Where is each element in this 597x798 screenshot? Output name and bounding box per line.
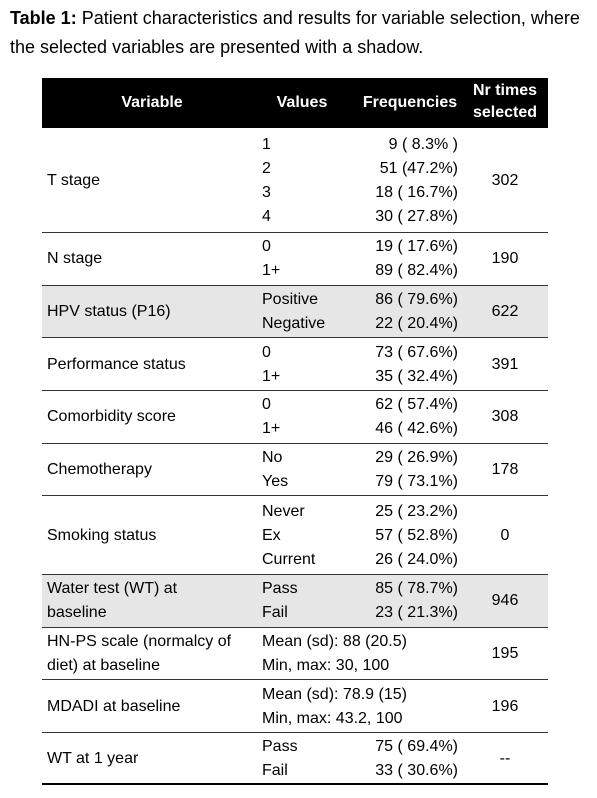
- value-cell: 1+: [262, 262, 281, 280]
- selected-cell: 195: [491, 644, 519, 662]
- value-cell: Negative: [262, 315, 326, 333]
- value-cell: Current: [262, 550, 316, 568]
- frequency-cell: 19 ( 17.6%): [375, 238, 458, 256]
- table-row: Performance status 0 1+ 73 ( 67.6%) 35 ( 32.…: [42, 338, 548, 391]
- value-cell: 3: [262, 183, 271, 201]
- value-cell: Yes: [262, 472, 289, 490]
- value-cell: Min, max: 30, 100: [262, 656, 390, 674]
- frequency-cell: 73 ( 67.6%): [375, 343, 458, 361]
- table-row: T stage 1 2 3 4 9 ( 8.3% ) 51 (47.2%) 18 ( 16.7…: [42, 128, 548, 234]
- value-cell: Ex: [262, 526, 281, 544]
- frequency-cell: 51 (47.2%): [379, 159, 458, 177]
- variable-cell: MDADI at baseline: [47, 697, 181, 715]
- table-row: Comorbidity score 0 1+ 62 ( 57.4%) 46 ( 42.6…: [42, 391, 548, 444]
- variable-cell: Performance status: [47, 355, 186, 373]
- table: Variable Values Frequencies Nr times sel…: [42, 78, 548, 792]
- header-cell: Nr times selected: [472, 82, 538, 121]
- value-cell: 1+: [262, 367, 281, 385]
- frequency-cell: 22 ( 20.4%): [375, 315, 458, 333]
- value-cell: No: [262, 448, 283, 466]
- value-cell: 2: [262, 159, 271, 177]
- frequency-cell: 30 ( 27.8%): [375, 207, 458, 225]
- frequency-cell: 86 ( 79.6%): [375, 291, 458, 309]
- variable-cell: Water test (WT) at: [47, 580, 178, 598]
- header-cell: Frequencies: [362, 94, 458, 111]
- selected-cell: 391: [491, 355, 519, 373]
- frequency-cell: 18 ( 16.7%): [375, 183, 458, 201]
- selected-cell: 302: [491, 171, 519, 189]
- table-row: MDADI at baseline Mean (sd): 78.9 (15) Min…: [42, 680, 548, 733]
- variable-cell: N stage: [47, 250, 103, 268]
- value-cell: Fail: [262, 762, 288, 780]
- table-row: Water test (WT) at baseline Pass Fail 85 ( 7…: [42, 575, 548, 628]
- value-cell: Mean (sd): 88 (20.5): [262, 632, 407, 650]
- header-cell: Variable: [121, 94, 183, 111]
- frequency-cell: 57 ( 52.8%): [375, 526, 458, 544]
- variable-cell: HPV status (P16): [47, 303, 171, 321]
- value-cell: Mean (sd): 78.9 (15): [262, 685, 407, 703]
- table-header: Variable Values Frequencies Nr times sel…: [42, 78, 548, 128]
- selected-cell: 178: [491, 460, 519, 478]
- header-cell: Values: [276, 94, 328, 111]
- variable-cell: HN-PS scale (normalcy of: [47, 632, 232, 650]
- value-cell: 0: [262, 343, 271, 361]
- selected-cell: 622: [491, 303, 519, 321]
- selected-cell: 308: [491, 408, 519, 426]
- selected-cell: 190: [491, 250, 519, 268]
- value-cell: Fail: [262, 604, 288, 622]
- selected-cell: --: [499, 750, 511, 768]
- frequency-cell: 9 ( 8.3% ): [388, 135, 458, 153]
- table-row: HN-PS scale (normalcy of diet) at baselin…: [42, 628, 548, 681]
- frequency-cell: 29 ( 26.9%): [375, 448, 458, 466]
- frequency-cell: 75 ( 69.4%): [375, 738, 458, 756]
- frequency-cell: 79 ( 73.1%): [375, 472, 458, 490]
- value-cell: 1: [262, 135, 271, 153]
- frequency-cell: 85 ( 78.7%): [375, 580, 458, 598]
- table-row: Smoking status Never Ex Current 25 ( 23.2%) 5…: [42, 496, 548, 576]
- variable-cell: Chemotherapy: [47, 460, 152, 478]
- table-row: Chemotherapy No Yes 29 ( 26.9%) 79 ( 73.1%) 1…: [42, 444, 548, 497]
- value-cell: Pass: [262, 738, 298, 756]
- value-cell: Positive: [262, 291, 319, 309]
- value-cell: 0: [262, 396, 271, 414]
- caption-text: Patient characteristics and results for …: [10, 8, 580, 57]
- frequency-cell: 26 ( 24.0%): [375, 550, 458, 568]
- caption: Table 1: Patient characteristics and res…: [10, 4, 590, 62]
- variable-cell: Smoking status: [47, 526, 157, 544]
- value-cell: Min, max: 43.2, 100: [262, 709, 403, 727]
- value-cell: Pass: [262, 580, 298, 598]
- variable-cell: T stage: [47, 171, 101, 189]
- value-cell: Never: [262, 502, 305, 520]
- frequency-cell: 23 ( 21.3%): [375, 604, 458, 622]
- frequency-cell: 46 ( 42.6%): [375, 420, 458, 438]
- frequency-cell: 89 ( 82.4%): [375, 262, 458, 280]
- table-row: N stage 0 1+ 19 ( 17.6%) 89 ( 82.4%) 190: [42, 233, 548, 286]
- variable-cell: baseline: [47, 604, 107, 622]
- frequency-cell: 62 ( 57.4%): [375, 396, 458, 414]
- variable-cell: diet) at baseline: [47, 656, 160, 674]
- value-cell: 4: [262, 207, 271, 225]
- variable-cell: WT at 1 year: [47, 750, 139, 768]
- selected-cell: 0: [500, 526, 510, 544]
- caption-label: Table 1:: [10, 8, 77, 28]
- value-cell: 1+: [262, 420, 281, 438]
- selected-cell: 946: [491, 592, 519, 610]
- table-row: HPV status (P16) Positive Negative 86 ( 79.…: [42, 285, 548, 339]
- frequency-cell: 33 ( 30.6%): [375, 762, 458, 780]
- variable-cell: Comorbidity score: [47, 408, 176, 426]
- value-cell: 0: [262, 238, 271, 256]
- selected-cell: 196: [491, 697, 519, 715]
- table-row: WT at 1 year Pass Fail 75 ( 69.4%) 33 ( 30.6…: [42, 733, 548, 786]
- frequency-cell: 35 ( 32.4%): [375, 367, 458, 385]
- frequency-cell: 25 ( 23.2%): [375, 502, 458, 520]
